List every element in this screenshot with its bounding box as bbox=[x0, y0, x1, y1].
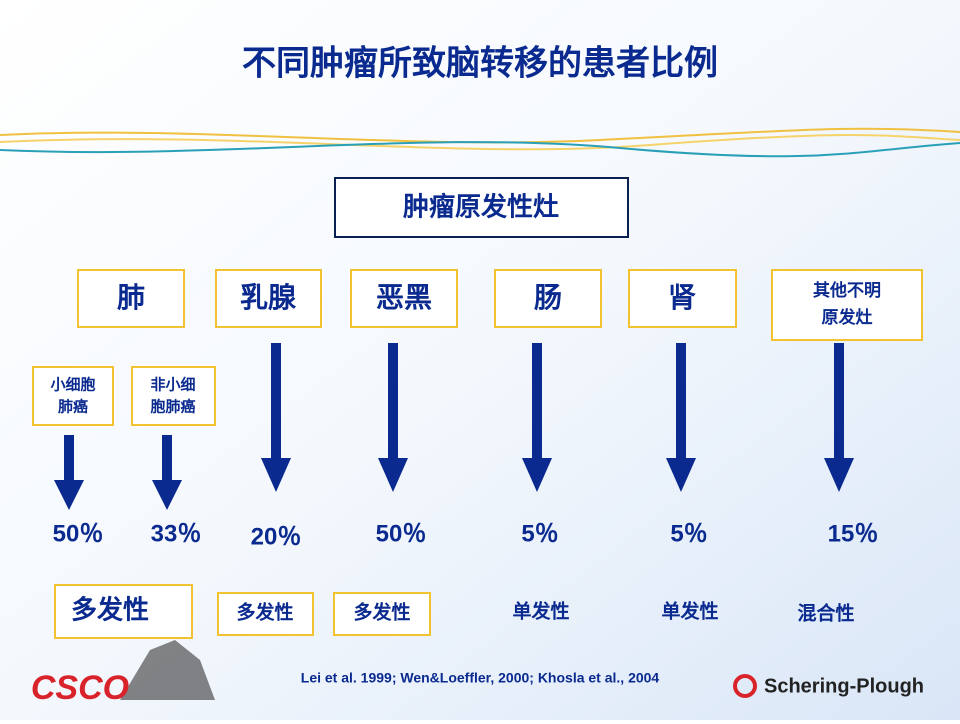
subtype-label: 非小细 bbox=[150, 376, 195, 394]
percent: 5％ bbox=[670, 520, 707, 547]
pattern-box bbox=[333, 592, 431, 636]
arrow bbox=[824, 343, 854, 492]
logo-icon bbox=[733, 674, 757, 698]
arrow bbox=[152, 435, 182, 510]
percent: 50％ bbox=[53, 520, 104, 547]
percent: 20％ bbox=[251, 523, 302, 550]
pattern-label: 多发性 bbox=[71, 595, 149, 626]
pattern-box bbox=[54, 584, 193, 639]
logo-schering: Schering-Plough bbox=[764, 675, 924, 697]
pattern-label: 单发性 bbox=[512, 600, 569, 623]
site-box bbox=[77, 269, 185, 328]
site-label: 肾 bbox=[668, 281, 696, 314]
site-box bbox=[494, 269, 602, 328]
arrow bbox=[522, 343, 552, 492]
title: 不同肿瘤所致脑转移的患者比例 bbox=[242, 44, 718, 84]
wall-icon bbox=[120, 640, 215, 700]
pattern-label: 多发性 bbox=[353, 601, 410, 624]
site-label: 原发灶 bbox=[822, 307, 873, 328]
percent: 50％ bbox=[376, 520, 427, 547]
arrow bbox=[666, 343, 696, 492]
site-label: 肺 bbox=[117, 281, 145, 314]
subtype-box bbox=[32, 366, 114, 426]
site-box bbox=[350, 269, 458, 328]
pattern-label: 多发性 bbox=[236, 601, 293, 624]
site-label: 乳腺 bbox=[240, 281, 297, 314]
wave-lines bbox=[0, 127, 960, 158]
arrow bbox=[54, 435, 84, 510]
arrow bbox=[261, 343, 291, 492]
site-label: 恶黑 bbox=[376, 281, 432, 314]
percent: 15％ bbox=[828, 520, 879, 547]
citation: Lei et al. 1999; Wen&Loeffler, 2000; Kho… bbox=[301, 670, 660, 686]
subtype-box bbox=[131, 366, 216, 426]
site-box bbox=[628, 269, 737, 328]
site-box bbox=[215, 269, 322, 328]
site-box bbox=[771, 269, 923, 341]
pattern-label: 混合性 bbox=[797, 602, 854, 625]
subtype-label: 肺癌 bbox=[58, 398, 88, 416]
root-box bbox=[334, 177, 629, 238]
logo-csco: CSCO bbox=[31, 669, 129, 707]
site-label: 其他不明 bbox=[813, 280, 881, 301]
arrow bbox=[378, 343, 408, 492]
root-label: 肿瘤原发性灶 bbox=[403, 192, 559, 223]
subtype-label: 胞肺癌 bbox=[149, 398, 195, 416]
pattern-label: 单发性 bbox=[661, 600, 718, 623]
arrows bbox=[54, 343, 854, 510]
percent: 5％ bbox=[521, 520, 558, 547]
pattern-box bbox=[217, 592, 314, 636]
percent: 33％ bbox=[151, 520, 202, 547]
subtype-label: 小细胞 bbox=[50, 376, 95, 394]
site-label: 肠 bbox=[534, 281, 562, 314]
